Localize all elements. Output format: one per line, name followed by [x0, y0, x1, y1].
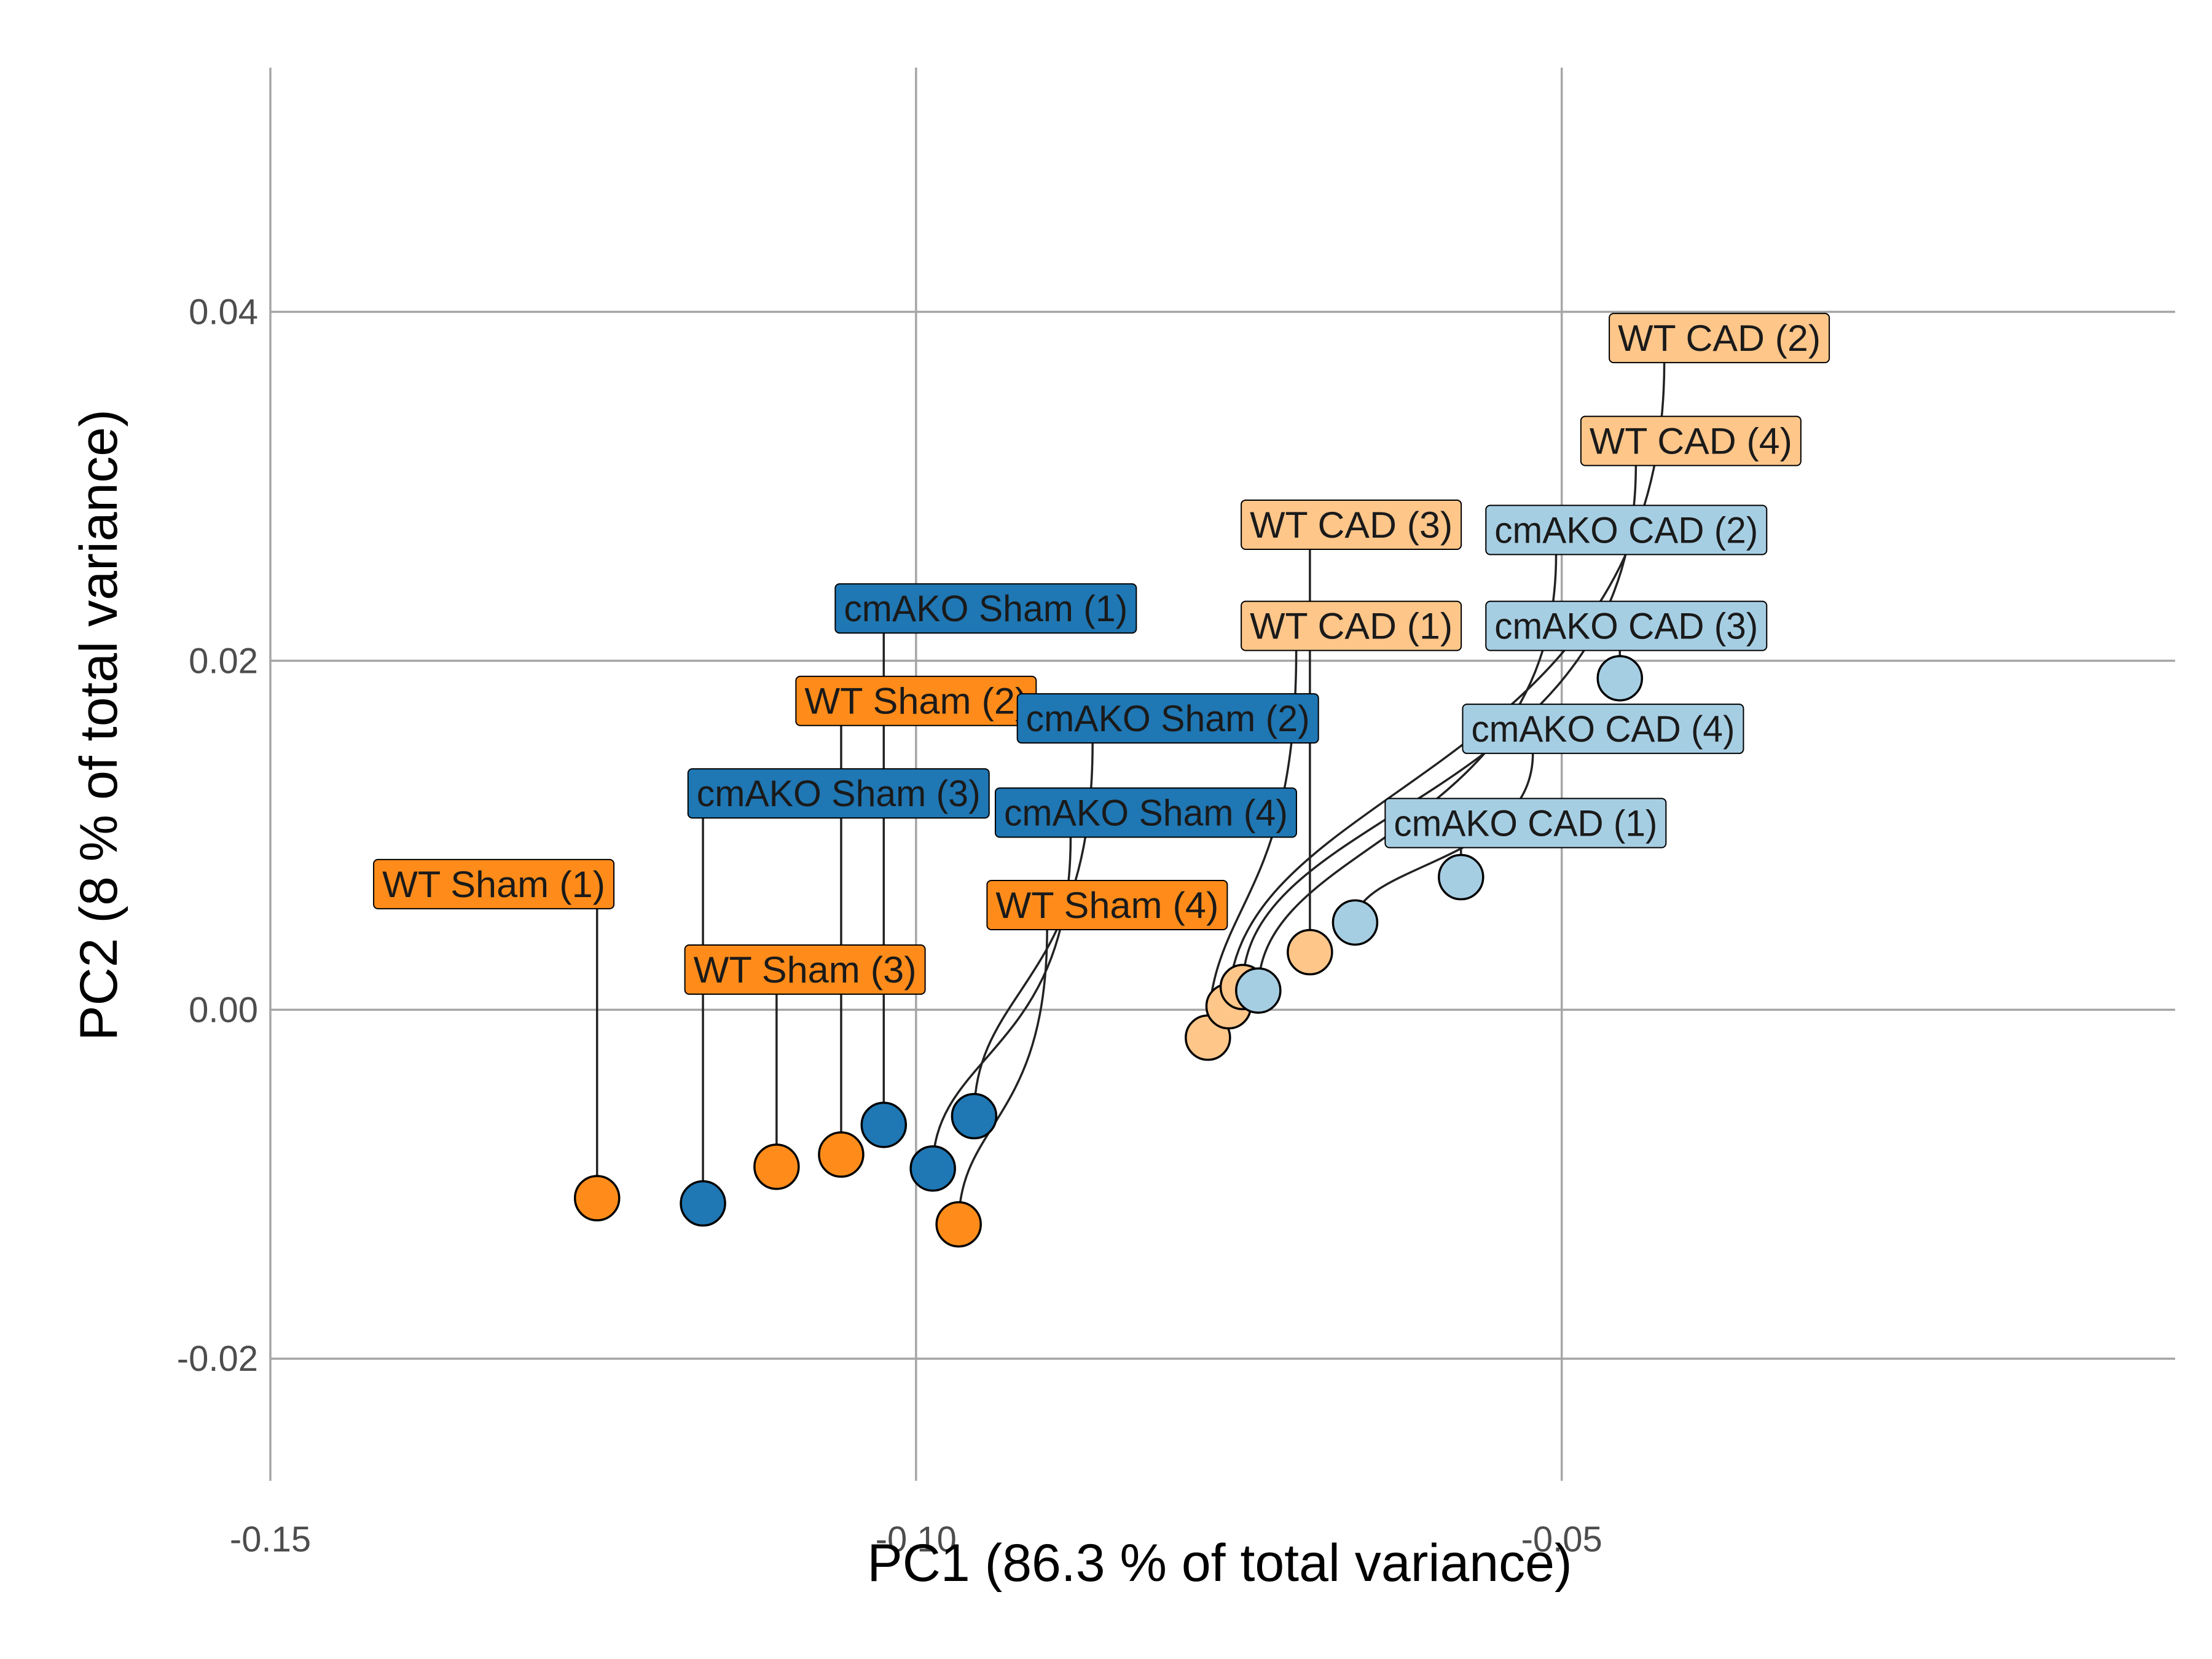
- point-label-box: [687, 768, 990, 819]
- point-label-text: cmAKO Sham (1): [844, 588, 1128, 629]
- point-label-text: WT Sham (3): [694, 949, 917, 990]
- data-point: [680, 1180, 726, 1227]
- point-label-text: WT CAD (1): [1250, 606, 1453, 647]
- data-point: [1287, 928, 1333, 976]
- point-label: WT Sham (3): [684, 944, 926, 995]
- data-point: [573, 1175, 621, 1222]
- point-label-box: [986, 879, 1228, 930]
- point-label: cmAKO CAD (2): [1485, 504, 1768, 555]
- data-point: [935, 1201, 982, 1248]
- x-axis-ticks: -0.15 -0.10 -0.05: [230, 1520, 1602, 1559]
- point-label-box: [1609, 313, 1830, 364]
- point-label-box: [1384, 798, 1667, 849]
- point-label-text: cmAKO Sham (2): [1026, 698, 1310, 739]
- point-label-text: WT Sham (2): [804, 681, 1027, 722]
- data-point: [1332, 899, 1379, 946]
- point-label-box: [1241, 600, 1462, 651]
- point-label: WT CAD (2): [1609, 313, 1830, 364]
- point-label-box: [373, 858, 615, 909]
- point-label: cmAKO CAD (4): [1462, 704, 1744, 755]
- data-point: [753, 1143, 800, 1190]
- point-label-text: cmAKO Sham (4): [1004, 792, 1288, 833]
- x-tick-label: -0.15: [230, 1520, 311, 1559]
- y-axis-ticks: -0.02 0.00 0.02 0.04: [177, 292, 258, 1379]
- data-point: [951, 1092, 998, 1140]
- point-label-text: cmAKO CAD (2): [1494, 509, 1758, 551]
- leader-line: [1354, 753, 1534, 923]
- point-label-box: [1016, 693, 1319, 744]
- y-tick-label: 0.04: [189, 292, 258, 332]
- leader-line: [1207, 650, 1298, 1038]
- point-labels: WT Sham (1) WT Sham (2) WT Sham (3) WT Sham…: [373, 313, 1830, 995]
- point-label-text: WT CAD (3): [1250, 504, 1453, 546]
- x-tick-label: -0.05: [1521, 1520, 1602, 1559]
- data-point: [1438, 853, 1484, 901]
- point-label: cmAKO Sham (2): [1016, 693, 1319, 744]
- x-axis-title: PC1 (86.3 % of total variance): [867, 1534, 1572, 1593]
- point-label-text: WT Sham (1): [382, 864, 605, 905]
- grid-lines: [269, 68, 2175, 1481]
- point-label: WT Sham (2): [795, 675, 1037, 726]
- point-label: WT Sham (4): [986, 879, 1228, 930]
- y-tick-label: -0.02: [177, 1339, 258, 1379]
- point-label-box: [994, 787, 1297, 838]
- leader-line: [957, 929, 1048, 1225]
- point-label-text: WT CAD (2): [1618, 318, 1821, 359]
- point-label: WT Sham (1): [373, 858, 615, 909]
- y-tick-label: 0.00: [189, 990, 258, 1030]
- x-tick-label: -0.10: [876, 1520, 957, 1559]
- y-axis-title: PC2 (8 % of total variance): [69, 409, 128, 1041]
- point-label: cmAKO Sham (1): [834, 583, 1137, 634]
- point-label-text: WT CAD (4): [1590, 421, 1792, 462]
- point-label-box: [1241, 499, 1462, 550]
- point-label-box: [1485, 504, 1768, 555]
- data-points: [573, 655, 1644, 1248]
- data-point: [909, 1145, 956, 1192]
- point-label-box: [1580, 415, 1802, 466]
- point-label-text: cmAKO CAD (1): [1394, 803, 1657, 844]
- data-point: [860, 1101, 908, 1148]
- point-label-box: [1462, 704, 1744, 755]
- point-label-text: cmAKO CAD (4): [1471, 708, 1735, 750]
- y-tick-label: 0.02: [189, 641, 258, 681]
- point-label: cmAKO CAD (1): [1384, 798, 1667, 849]
- point-label: WT CAD (4): [1580, 415, 1802, 466]
- point-label: WT CAD (1): [1241, 600, 1462, 651]
- point-label: cmAKO CAD (3): [1485, 600, 1768, 651]
- point-label: cmAKO Sham (3): [687, 768, 990, 819]
- point-label-text: cmAKO Sham (3): [697, 773, 981, 814]
- data-point: [1596, 655, 1644, 702]
- data-point: [1235, 967, 1282, 1014]
- data-point: [818, 1131, 865, 1178]
- point-label-text: WT Sham (4): [995, 885, 1218, 926]
- point-label: WT CAD (3): [1241, 499, 1462, 550]
- leader-line: [1241, 465, 1637, 987]
- point-label-text: cmAKO CAD (3): [1494, 606, 1758, 647]
- point-label: cmAKO Sham (4): [994, 787, 1297, 838]
- point-label-box: [834, 583, 1137, 634]
- point-label-box: [1485, 600, 1768, 651]
- point-label-box: [684, 944, 926, 995]
